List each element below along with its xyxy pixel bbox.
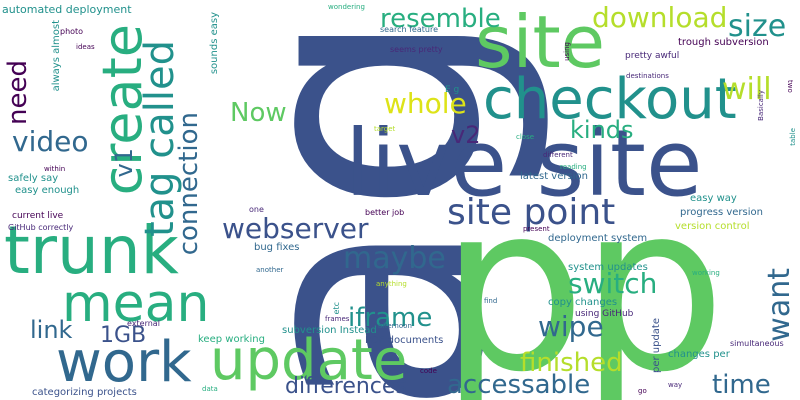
cloud-word: subversion Instead xyxy=(282,325,377,336)
cloud-word: kinds xyxy=(570,116,634,144)
cloud-word: sounds easy xyxy=(209,12,220,75)
cloud-word: code xyxy=(420,367,437,375)
cloud-word: current live xyxy=(12,211,64,221)
cloud-word: bug fixes xyxy=(254,242,300,253)
cloud-word: wondering xyxy=(328,3,365,11)
cloud-word: frames xyxy=(325,315,350,323)
cloud-word: within xyxy=(44,165,66,173)
cloud-word: iframe xyxy=(348,303,433,333)
cloud-word: pretty awful xyxy=(625,51,680,61)
cloud-word: anything xyxy=(376,280,407,288)
cloud-word: PDF documents xyxy=(365,335,444,346)
cloud-word: better job xyxy=(365,208,405,217)
cloud-word: find xyxy=(484,297,498,305)
cloud-word: live site xyxy=(345,110,703,217)
cloud-word: v2 xyxy=(451,121,481,149)
cloud-word: switch xyxy=(568,267,658,300)
cloud-word: webserver xyxy=(222,212,369,245)
cloud-word: simultaneous xyxy=(730,339,784,348)
cloud-word: external xyxy=(127,319,160,328)
cloud-word: time xyxy=(712,370,771,400)
cloud-word: ideas xyxy=(76,43,95,51)
cloud-word: progress version xyxy=(680,207,763,218)
cloud-word: site xyxy=(475,0,606,84)
cloud-word: system updates xyxy=(568,262,648,273)
cloud-word: keep working xyxy=(198,334,265,345)
cloud-word: reading xyxy=(560,163,587,171)
cloud-word: maybe xyxy=(343,241,446,276)
cloud-word: search feature xyxy=(380,25,438,34)
cloud-word: safely say xyxy=(8,173,59,184)
cloud-word: two xyxy=(786,80,794,93)
cloud-word: p xyxy=(580,156,726,400)
cloud-word: download xyxy=(592,1,728,34)
cloud-word: link xyxy=(30,316,73,344)
cloud-word: will xyxy=(722,72,772,107)
cloud-word: data xyxy=(202,385,218,393)
cloud-word: latest version xyxy=(520,171,588,182)
cloud-word: finished xyxy=(520,348,623,378)
cloud-word: trunk xyxy=(4,212,179,289)
cloud-word: easy way xyxy=(690,193,737,204)
cloud-word: want xyxy=(762,268,797,342)
cloud-word: per update xyxy=(651,318,662,374)
cloud-word: changes per xyxy=(668,349,730,360)
cloud-word: 1GB xyxy=(100,323,147,348)
cloud-word: video xyxy=(12,125,89,158)
cloud-word: Basically xyxy=(757,90,765,121)
cloud-word: GitHub correctly xyxy=(8,223,74,232)
cloud-word: wipe xyxy=(538,310,604,343)
cloud-word: another xyxy=(256,266,284,274)
cloud-word: categorizing projects xyxy=(32,387,137,398)
cloud-word: working xyxy=(692,269,720,277)
cloud-word: one xyxy=(249,205,264,214)
cloud-word: site point xyxy=(447,192,616,233)
cloud-word: checkout xyxy=(483,67,737,132)
cloud-word: p xyxy=(440,156,586,400)
cloud-word: using xyxy=(563,42,571,61)
cloud-word: automated deployment xyxy=(2,3,132,16)
cloud-word: destinations xyxy=(626,72,669,80)
cloud-word: accessable xyxy=(447,370,591,400)
cloud-word: present xyxy=(523,225,550,233)
cloud-word: need xyxy=(3,60,33,125)
cloud-word: different xyxy=(543,151,573,159)
cloud-word: version control xyxy=(675,221,750,232)
cloud-word: connection xyxy=(174,112,204,256)
cloud-word: photo xyxy=(60,27,84,36)
cloud-word: target xyxy=(374,125,396,133)
cloud-word: close xyxy=(516,133,535,141)
cloud-word: differences xyxy=(285,374,407,399)
cloud-word: etc xyxy=(332,302,341,315)
cloud-word: resemble xyxy=(380,4,501,34)
cloud-word: using GitHub xyxy=(575,309,634,319)
cloud-word: afternoon xyxy=(378,322,412,330)
cloud-word: Now xyxy=(230,98,287,128)
cloud-word: update xyxy=(210,328,408,393)
cloud-word: table xyxy=(789,128,797,146)
cloud-word: size xyxy=(728,9,787,44)
cloud-word: deployment system xyxy=(548,233,648,244)
cloud-word: v1 xyxy=(110,148,138,178)
cloud-word: trough subversion xyxy=(678,37,769,48)
cloud-word: way xyxy=(668,381,683,389)
cloud-word: whole xyxy=(384,87,467,120)
cloud-word: mean xyxy=(62,274,210,334)
cloud-word: easy enough xyxy=(15,185,80,196)
cloud-word: E g xyxy=(445,85,460,95)
cloud-word: seems pretty xyxy=(390,45,443,54)
cloud-word: copy changes xyxy=(548,297,618,308)
cloud-word: work xyxy=(56,330,192,395)
cloud-word: go xyxy=(638,387,647,395)
